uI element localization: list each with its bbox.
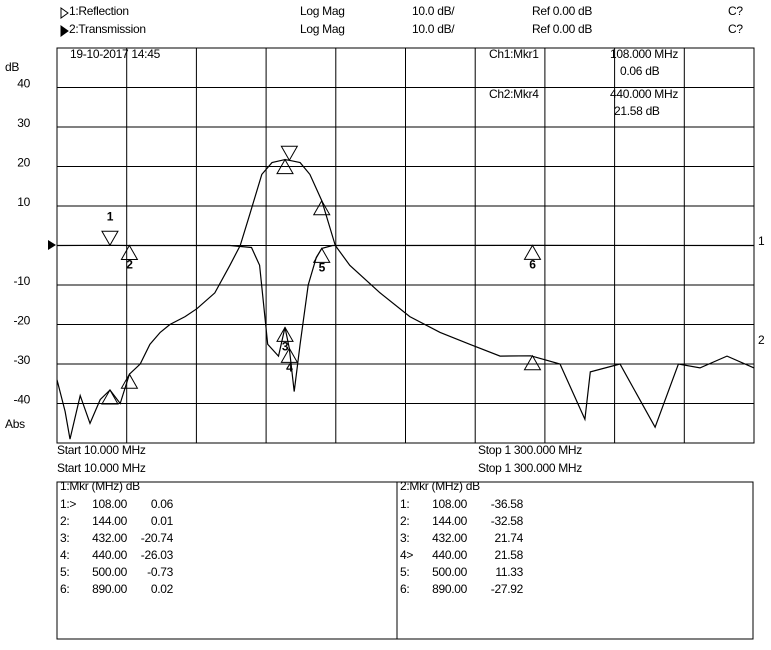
table-prefix: 2:	[400, 514, 409, 528]
table-freq: 890.00	[92, 582, 128, 596]
table-freq: 432.00	[432, 531, 468, 545]
table-value: 21.74	[494, 531, 523, 545]
table-freq: 500.00	[92, 565, 128, 579]
table-prefix: 5:	[60, 565, 69, 579]
table-value: -26.03	[141, 548, 174, 562]
marker	[523, 354, 542, 371]
marker	[280, 145, 299, 162]
marker	[101, 230, 119, 247]
stop-label: Stop 1 300.000 MHz	[478, 461, 582, 475]
start-label: Start 10.000 MHz	[57, 461, 146, 475]
table-value: 0.01	[151, 514, 174, 528]
table-value: -0.73	[147, 565, 173, 579]
table-prefix: 1:	[400, 497, 409, 511]
marker-id: 5	[319, 261, 326, 275]
table-value: 0.06	[151, 497, 174, 511]
y-tick-label: 20	[17, 156, 30, 170]
format: Log Mag	[300, 4, 345, 18]
y-tick-label: 30	[17, 116, 30, 130]
channel-indicator	[60, 7, 69, 19]
table-freq: 432.00	[92, 531, 128, 545]
table-freq: 440.00	[92, 548, 128, 562]
legend-entry: 2:Transmission	[69, 22, 146, 36]
legend-entry: 1:Reflection	[69, 4, 129, 18]
reference-arrow	[48, 240, 56, 250]
trace	[56, 244, 755, 392]
table-value: -36.58	[491, 497, 524, 511]
channel-end-label: 1	[758, 234, 765, 248]
marker	[523, 244, 542, 260]
channel-indicator	[60, 25, 69, 37]
table-prefix: 6:	[400, 582, 409, 596]
marker	[120, 373, 139, 389]
table-prefix: 6:	[60, 582, 69, 596]
table-freq: 144.00	[92, 514, 128, 528]
start-label: Start 10.000 MHz	[57, 443, 146, 457]
table-prefix: 4>	[400, 548, 413, 562]
marker-id: 1	[107, 209, 114, 223]
table-freq: 500.00	[432, 565, 468, 579]
y-tick-label: -10	[14, 274, 31, 288]
table-value: -27.92	[491, 582, 524, 596]
table-prefix: 1:>	[60, 497, 76, 511]
table-header: 1:Mkr (MHz) dB	[60, 479, 140, 493]
marker-id: 3	[282, 340, 289, 354]
table-freq: 108.00	[432, 497, 468, 511]
table-freq: 890.00	[432, 582, 468, 596]
date: 19-10-2017 14:45	[70, 47, 161, 61]
marker-id: 6	[529, 258, 536, 272]
stop-label: Stop 1 300.000 MHz	[478, 443, 582, 457]
readout-freq: 440.000 MHz	[610, 87, 678, 101]
y-tick-label: -20	[14, 314, 31, 328]
marker	[312, 247, 331, 263]
marker	[280, 347, 299, 363]
table-prefix: 4:	[60, 548, 69, 562]
readout-marker: Ch1:Mkr1	[489, 47, 539, 61]
readout-value: 21.58 dB	[614, 104, 660, 118]
readout-marker: Ch2:Mkr4	[489, 87, 539, 101]
table-value: 21.58	[494, 548, 523, 562]
table-value: -32.58	[491, 514, 524, 528]
scale: 10.0 dB/	[412, 4, 455, 18]
cal-status: C?	[728, 4, 743, 18]
cal-status: C?	[728, 22, 743, 36]
readout-freq: 108.000 MHz	[610, 47, 678, 61]
table-prefix: 3:	[400, 531, 409, 545]
table-freq: 144.00	[432, 514, 468, 528]
table-value: 11.33	[495, 565, 523, 579]
y-mode: Abs	[5, 417, 25, 431]
ref-level: Ref 0.00 dB	[532, 4, 592, 18]
marker-id: 2	[126, 258, 133, 272]
marker-id: 4	[286, 360, 293, 374]
marker-table-frame	[56, 481, 754, 640]
table-prefix: 5:	[400, 565, 409, 579]
marker	[312, 199, 331, 216]
marker	[101, 388, 119, 405]
table-prefix: 3:	[60, 531, 69, 545]
table-prefix: 2:	[60, 514, 69, 528]
channel-end-label: 2	[758, 333, 765, 347]
y-tick-label: -30	[14, 353, 31, 367]
y-tick-label: 40	[17, 77, 30, 91]
marker	[276, 158, 294, 175]
readout-value: 0.06 dB	[620, 64, 660, 78]
table-freq: 440.00	[432, 548, 468, 562]
table-freq: 108.00	[92, 497, 128, 511]
y-unit: dB	[5, 60, 19, 74]
table-value: -20.74	[141, 531, 174, 545]
marker	[276, 326, 294, 342]
table-header: 2:Mkr (MHz) dB	[400, 479, 480, 493]
y-tick-label: -40	[14, 393, 31, 407]
format: Log Mag	[300, 22, 345, 36]
y-tick-label: 10	[17, 195, 30, 209]
ref-level: Ref 0.00 dB	[532, 22, 592, 36]
marker	[120, 244, 139, 260]
scale: 10.0 dB/	[412, 22, 455, 36]
table-value: 0.02	[151, 582, 174, 596]
